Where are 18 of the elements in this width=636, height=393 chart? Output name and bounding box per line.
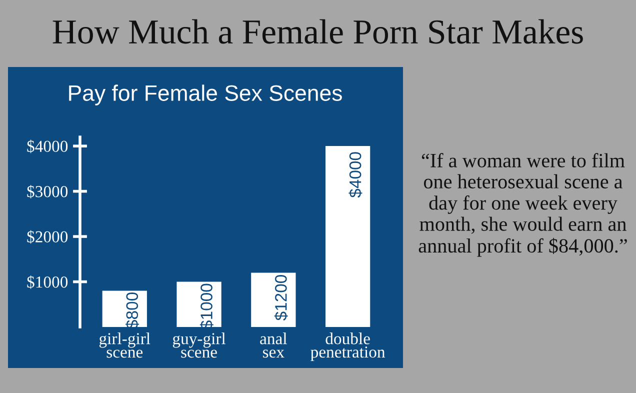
bar xyxy=(176,282,222,327)
bar xyxy=(325,146,370,327)
chart-subtitle: Pay for Female Sex Scenes xyxy=(69,84,342,106)
x-tick-label: guy-girl scene xyxy=(172,332,226,358)
data-label: $4000 xyxy=(348,152,362,198)
text: “If a woman were to film one heterosexual scene a day for one week every month, she would earn an annual profit of $84,000.” xyxy=(418,153,627,257)
data-label: $800 xyxy=(126,292,140,329)
x-tick-label: double penetration xyxy=(310,332,386,362)
data-label: $1200 xyxy=(274,274,288,321)
x-tick-label: girl-girl scene xyxy=(99,332,150,358)
y-tick-label: $4000 xyxy=(27,140,68,154)
x-tick-label: anal sex xyxy=(260,332,287,358)
y-tick-label: $2000 xyxy=(27,230,68,244)
y-tick-label: $3000 xyxy=(27,185,68,198)
y-tick-label: $1000 xyxy=(27,275,68,289)
chart-title: How Much a Female Porn Star Makes xyxy=(52,19,583,44)
data-label: $1000 xyxy=(200,284,214,330)
bar xyxy=(251,272,296,327)
